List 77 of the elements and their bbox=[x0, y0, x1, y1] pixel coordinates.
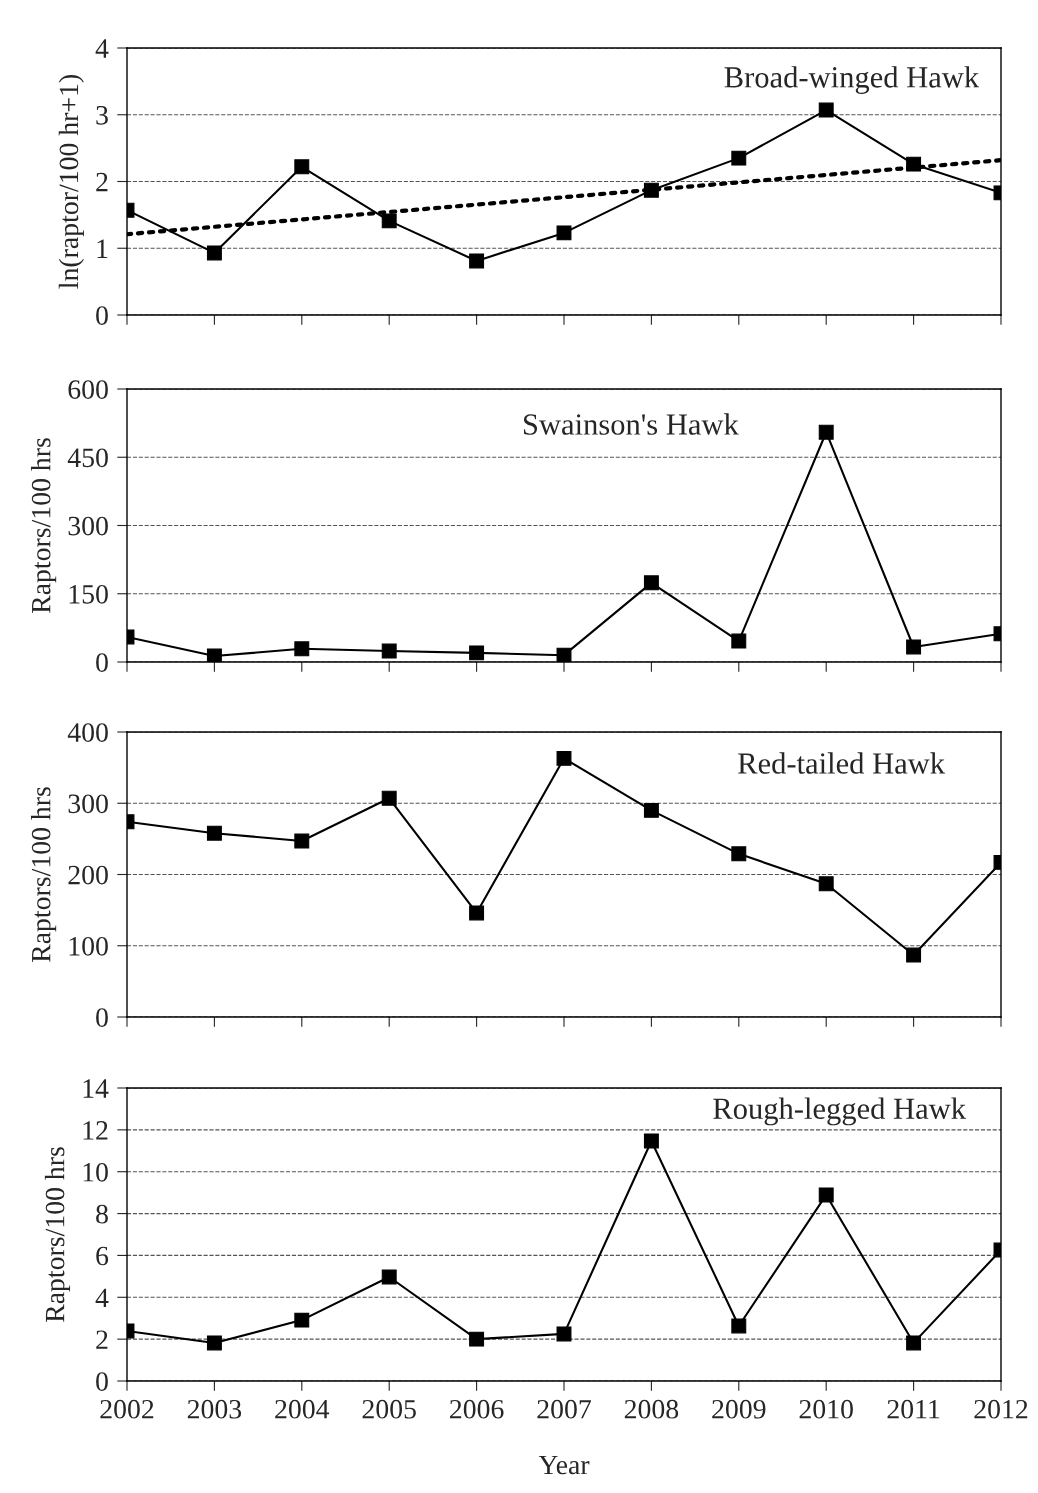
y-tick-label: 0 bbox=[96, 653, 108, 672]
point bbox=[906, 947, 922, 963]
point bbox=[818, 102, 834, 118]
point bbox=[206, 825, 222, 841]
point bbox=[731, 150, 747, 166]
point bbox=[469, 645, 485, 661]
y-tick-label: 300 bbox=[68, 794, 108, 814]
point bbox=[294, 1312, 310, 1328]
y-tick-label: 6 bbox=[96, 1246, 109, 1266]
y-axis-title: Raptors/100 hrs bbox=[44, 1147, 71, 1323]
point bbox=[206, 1335, 222, 1351]
point bbox=[469, 905, 485, 921]
point bbox=[294, 833, 310, 849]
x-axis-title: Year bbox=[538, 1455, 590, 1475]
x-tick-label: 2009 bbox=[712, 1399, 766, 1419]
y-tick-label: 14 bbox=[83, 1079, 109, 1098]
point bbox=[731, 633, 747, 649]
y-tick-label: 150 bbox=[69, 584, 108, 604]
y-tick-label: 8 bbox=[96, 1204, 108, 1224]
x-tick-label: 2003 bbox=[187, 1399, 242, 1419]
text: Broad-winged Hawk bbox=[724, 66, 980, 94]
y-tick-label: 0 bbox=[96, 1008, 108, 1027]
point bbox=[906, 1335, 922, 1351]
x-tick-label: 2005 bbox=[362, 1399, 416, 1419]
point bbox=[556, 647, 572, 662]
y-tick-label: 2 bbox=[96, 172, 108, 192]
point bbox=[469, 253, 485, 269]
y-tick-label: 200 bbox=[68, 865, 108, 885]
y-tick-label: 100 bbox=[69, 936, 108, 956]
y-tick-label: 12 bbox=[83, 1121, 108, 1140]
y-tick-label: 0 bbox=[96, 306, 108, 325]
x-tick-label: 2004 bbox=[275, 1399, 330, 1419]
point bbox=[643, 802, 659, 818]
point bbox=[556, 750, 572, 766]
text: Red-tailed Hawk bbox=[738, 752, 946, 774]
y-tick-label: 1 bbox=[97, 239, 108, 258]
point bbox=[556, 225, 572, 241]
point bbox=[643, 1133, 659, 1149]
y-tick-label: 600 bbox=[68, 380, 108, 399]
x-tick-label: 2010 bbox=[799, 1399, 853, 1419]
point bbox=[818, 876, 834, 892]
point bbox=[818, 424, 834, 440]
y-tick-label: 3 bbox=[96, 105, 108, 125]
point bbox=[469, 1331, 485, 1347]
x-tick-label: 2012 bbox=[974, 1399, 1028, 1419]
x-tick-label: 2007 bbox=[537, 1399, 591, 1419]
y-axis-title: Raptors/100 hrs bbox=[30, 438, 57, 614]
y-axis-title: Raptors/100 hrs bbox=[30, 787, 57, 963]
y-tick-label: 4 bbox=[95, 1288, 109, 1307]
point bbox=[206, 245, 222, 261]
y-tick-label: 0 bbox=[96, 1372, 108, 1391]
y-tick-label: 2 bbox=[96, 1330, 108, 1349]
x-tick-label: 2006 bbox=[450, 1399, 504, 1419]
chart-title: Rough-legged Hawk bbox=[713, 1097, 967, 1126]
point bbox=[731, 846, 747, 862]
point bbox=[643, 575, 659, 591]
y-tick-label: 4 bbox=[95, 39, 109, 58]
point bbox=[206, 648, 222, 662]
point bbox=[381, 790, 397, 806]
point bbox=[294, 641, 310, 657]
x-tick-label: 2002 bbox=[100, 1399, 154, 1419]
point bbox=[294, 159, 310, 175]
point bbox=[731, 1318, 747, 1334]
y-tick-label: 300 bbox=[68, 516, 108, 536]
point bbox=[556, 1326, 572, 1342]
point bbox=[906, 639, 922, 655]
point bbox=[818, 1187, 834, 1203]
x-tick-label: 2011 bbox=[887, 1399, 940, 1419]
point bbox=[381, 1269, 397, 1285]
text: Swainson's Hawk bbox=[523, 413, 739, 435]
y-axis-title: ln(raptor/100 hr+1) bbox=[58, 74, 84, 289]
y-tick-label: 400 bbox=[67, 723, 108, 742]
x-tick-label: 2008 bbox=[624, 1399, 679, 1419]
point bbox=[381, 213, 397, 229]
y-tick-label: 450 bbox=[67, 448, 108, 468]
y-tick-label: 10 bbox=[83, 1162, 108, 1182]
point bbox=[381, 643, 397, 659]
